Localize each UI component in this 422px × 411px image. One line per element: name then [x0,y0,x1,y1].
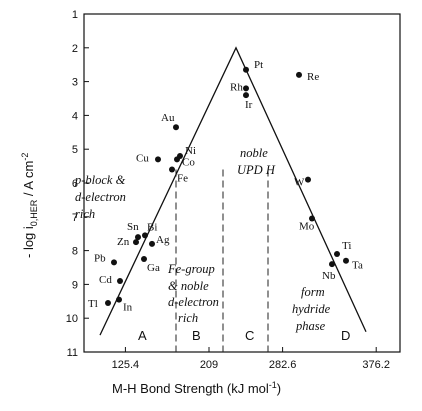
axis-ticks: 1 2 3 4 5 6 7 8 9 10 11 125.4 209 282.6 376.2 [66,9,390,371]
point-label-sn: Sn [127,221,139,233]
point-in [116,296,122,303]
y-tick-label-10: 10 [66,313,78,325]
region-d-annotation: form hydride phase D [292,285,350,343]
point-label-ni: Ni [185,145,196,157]
point-cu [155,156,161,163]
region-c-letter: C [245,328,254,343]
point-mo [309,215,315,222]
x-axis-title: M-H Bond Strength (kJ mol-1) [112,380,281,396]
y-tick-label-6: 6 [72,178,78,190]
point-pt [243,66,249,73]
point-label-tl: Tl [88,298,98,310]
point-cd [117,278,123,285]
region-a-line-2: d-electron [75,190,126,204]
volcano-line [99,46,367,336]
point-ir [243,92,249,99]
region-d-line-2: hydride [292,302,331,316]
point-nb [329,261,335,268]
region-c-line-1: noble [240,146,268,160]
region-a-letter: A [138,328,147,343]
y-axis-title-sub: 0,HER [29,199,39,226]
region-d-line-3: phase [295,319,326,333]
point-label-re: Re [307,71,319,83]
x-axis-title-sup: -1 [269,380,277,390]
y-axis-title-main: - log i [21,226,36,258]
data-points [105,66,349,306]
y-tick-label-4: 4 [72,110,78,122]
region-d-letter: D [341,328,350,343]
region-b-letter: B [192,328,201,343]
point-label-mo: Mo [299,220,315,232]
point-label-ag: Ag [156,234,170,246]
point-label-fe: Fe [177,172,188,184]
y-tick-label-2: 2 [72,43,78,55]
x-axis-title-main: M-H Bond Strength (kJ mol [112,381,269,396]
point-ag [149,240,155,247]
point-fe [169,166,175,173]
point-au [173,124,179,131]
y-tick-label-7: 7 [72,212,78,224]
point-zn [133,239,139,246]
region-c-line-2: UPD H [237,163,276,177]
point-sn [135,234,141,241]
y-tick-label-8: 8 [72,246,78,258]
y-axis-title: - log i0,HER / A cm-2 [20,153,39,258]
point-w [305,176,311,183]
point-ga [141,256,147,263]
point-label-cd: Cd [99,274,112,286]
region-b-line-4: rich [178,311,198,325]
x-tick-label-0: 125.4 [112,359,140,371]
point-label-w: W [294,177,305,189]
point-label-rh: Rh [230,81,243,93]
x-tick-label-3: 376.2 [362,359,390,371]
point-label-zn: Zn [117,236,130,248]
point-label-co: Co [182,156,195,168]
region-c-annotation: noble UPD H C [237,146,276,343]
region-a-line-3: rich [75,207,95,221]
point-ti [334,250,340,257]
point-label-ir: Ir [245,99,253,111]
x-axis-title-close: ) [277,381,281,396]
y-axis-title-tail: / A cm [21,161,36,200]
point-label-pt: Pt [254,59,263,71]
y-axis-title-sup: -2 [20,153,30,161]
point-bi [142,232,148,239]
region-d-line-1: form [301,285,325,299]
x-tick-label-2: 282.6 [269,359,297,371]
volcano-line-path [99,46,367,336]
point-label-au: Au [161,112,175,124]
y-tick-label-11: 11 [67,347,78,359]
y-tick-label-5: 5 [72,144,78,156]
point-label-cu: Cu [136,152,149,164]
point-label-pb: Pb [94,252,106,264]
y-tick-label-9: 9 [72,279,78,291]
region-b-line-3: d-electron [168,295,219,309]
point-label-ga: Ga [147,262,160,274]
point-co [174,156,180,163]
point-tl [105,299,111,306]
point-pb [111,259,117,266]
region-a-line-1: p-block & [74,173,126,187]
point-re [296,71,302,78]
point-label-in: In [123,302,133,314]
point-rh [243,85,249,92]
y-tick-label-1: 1 [72,9,78,21]
region-dividers [175,169,269,352]
region-a-annotation: p-block & d-electron rich A [74,173,147,343]
point-label-ta: Ta [352,260,363,272]
point-label-nb: Nb [322,270,336,282]
y-tick-label-3: 3 [72,77,78,89]
region-b-annotation: Fe-group & noble d-electron rich B [167,262,219,343]
x-tick-label-1: 209 [200,359,218,371]
region-b-line-1: Fe-group [167,262,215,276]
point-label-ti: Ti [342,240,351,252]
point-label-bi: Bi [147,221,157,233]
region-b-line-2: & noble [168,279,209,293]
point-ta [343,257,349,264]
